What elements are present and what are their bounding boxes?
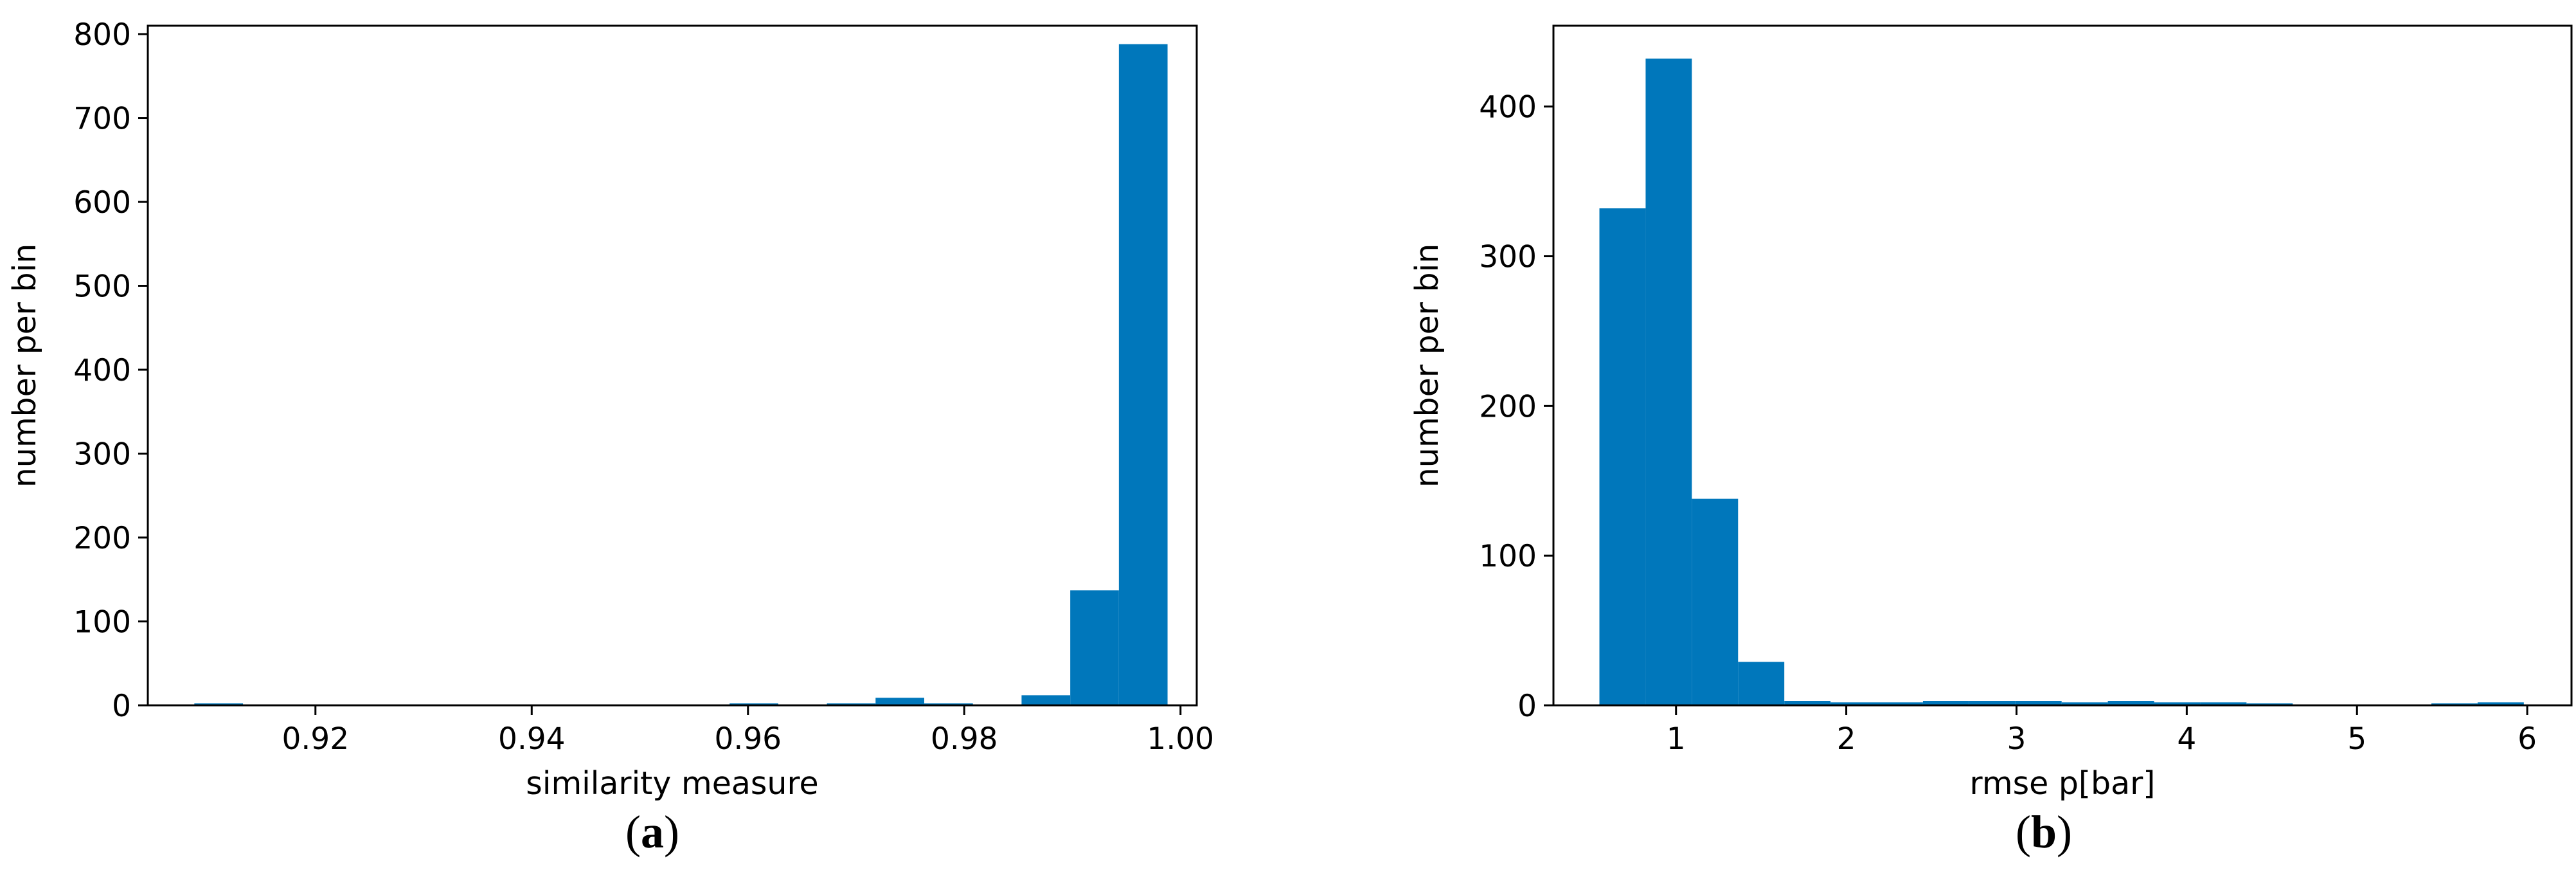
y-tick-label: 300 — [73, 437, 131, 473]
y-tick-label: 100 — [73, 605, 131, 640]
histogram-bar — [1830, 702, 1877, 705]
y-tick-label: 400 — [1479, 90, 1537, 125]
plot-frame — [147, 24, 1198, 707]
x-tick-label: 1.00 — [1147, 721, 1214, 757]
y-tick-label: 0 — [1517, 689, 1537, 724]
histogram-bar — [1969, 701, 2016, 705]
histogram-bar — [1738, 662, 1785, 705]
histogram-bars — [194, 44, 1168, 706]
histogram-bar — [2015, 701, 2062, 705]
histogram-bar — [1070, 590, 1119, 705]
x-tick-label: 0.98 — [931, 721, 998, 757]
histogram-bar — [1784, 701, 1831, 705]
histogram-bar — [2477, 702, 2524, 705]
x-axis-ticks: 1 2 3 4 5 6 — [1667, 705, 2537, 757]
histogram-similarity-measure: 0.92 0.94 0.96 0.98 1.00 0 100 200 300 400 500 600… — [6, 17, 1214, 802]
y-tick-label: 0 — [112, 689, 131, 724]
histogram-bar — [875, 698, 925, 705]
histogram-bar — [2200, 702, 2247, 705]
y-axis-ticks: 0 100 200 300 400 — [1479, 90, 1553, 724]
x-tick-label: 6 — [2518, 721, 2537, 757]
x-tick-label: 0.92 — [282, 721, 349, 757]
histogram-bar — [2154, 702, 2201, 705]
y-tick-label: 500 — [73, 269, 131, 305]
panel-label-b: (b) — [2016, 806, 2072, 858]
y-tick-label: 200 — [73, 521, 131, 556]
histogram-bar — [1645, 59, 1692, 705]
histogram-bar — [1922, 701, 1969, 705]
histogram-bar — [2061, 702, 2108, 705]
x-tick-label: 5 — [2347, 721, 2366, 757]
y-tick-label: 100 — [1479, 539, 1537, 574]
histogram-rmse-pressure: 1 2 3 4 5 6 0 100 200 300 400 rmse p[bar] number … — [1409, 24, 2573, 802]
x-tick-label: 1 — [1667, 721, 1686, 757]
y-tick-label: 200 — [1479, 389, 1537, 424]
panel-label-a: (a) — [625, 806, 679, 858]
y-tick-label: 800 — [73, 17, 131, 53]
x-tick-label: 3 — [2007, 721, 2026, 757]
y-axis-label: number per bin — [6, 244, 43, 488]
x-tick-label: 4 — [2177, 721, 2196, 757]
plot-frame — [1552, 24, 2573, 707]
x-axis-label: similarity measure — [526, 765, 818, 802]
histogram-bar — [1692, 498, 1739, 705]
histogram-bar — [1877, 702, 1923, 705]
histogram-bar — [1599, 208, 1646, 705]
x-tick-label: 2 — [1837, 721, 1856, 757]
x-axis-ticks: 0.92 0.94 0.96 0.98 1.00 — [282, 705, 1214, 757]
x-tick-label: 0.96 — [714, 721, 782, 757]
y-axis-ticks: 0 100 200 300 400 500 600 700 800 — [73, 17, 148, 724]
y-tick-label: 400 — [73, 353, 131, 388]
x-axis-label: rmse p[bar] — [1970, 765, 2156, 802]
y-axis-label: number per bin — [1409, 244, 1445, 488]
y-tick-label: 600 — [73, 185, 131, 221]
histogram-bars — [1599, 59, 2524, 705]
histogram-bar — [2107, 701, 2154, 705]
y-tick-label: 700 — [73, 102, 131, 137]
histogram-bar — [1021, 695, 1071, 705]
x-tick-label: 0.94 — [498, 721, 566, 757]
y-tick-label: 300 — [1479, 240, 1537, 275]
histogram-bar — [1118, 44, 1168, 706]
